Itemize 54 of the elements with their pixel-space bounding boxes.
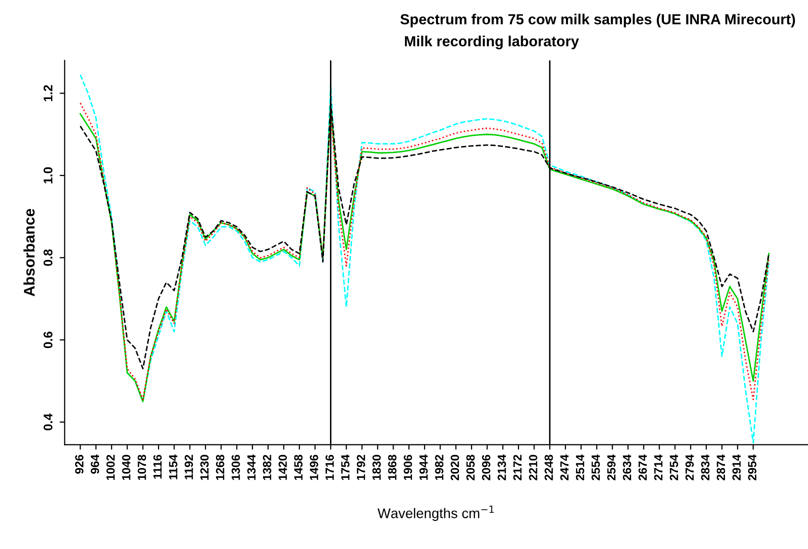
x-tick-label: 1420 [278, 454, 287, 480]
x-tick-label: 2674 [638, 454, 647, 480]
x-tick-label: 2834 [701, 454, 710, 480]
x-tick-label: 1496 [310, 454, 318, 480]
x-tick-label: 2554 [592, 454, 600, 480]
x-tick-label: 1116 [153, 454, 162, 479]
x-tick-label: 1868 [388, 454, 396, 480]
x-tick-label: 1078 [138, 454, 146, 480]
x-tick-label: 1458 [294, 454, 303, 480]
x-tick-label: 1306 [232, 454, 240, 480]
x-tick-label: 2874 [716, 454, 726, 480]
y-tick-label: 1.0 [44, 167, 52, 184]
x-tick-label: 2134 [498, 454, 506, 480]
x-tick-label: 2248 [544, 454, 553, 480]
x-tick-label: 2954 [748, 454, 756, 480]
y-tick-label: 0.6 [44, 332, 52, 348]
x-tick-label: 2634 [622, 454, 632, 480]
x-tick-label: 2914 [732, 454, 741, 480]
x-tick-label: 1754 [341, 454, 350, 480]
x-tick-label: 2794 [685, 454, 694, 480]
x-tick-label: 1944 [419, 454, 428, 480]
y-tick-label: 1.2 [44, 85, 52, 102]
x-tick-label: 926 [75, 454, 84, 474]
x-tick-label: 2594 [607, 454, 616, 480]
x-tick-label: 2754 [670, 454, 678, 480]
x-tick-label: 1906 [404, 454, 412, 480]
chart-title: Spectrum from 75 cow milk samples (UE INRA Mirecourt) [400, 14, 795, 28]
x-tick-label: 964 [90, 454, 100, 474]
x-tick-label: 2020 [450, 454, 460, 480]
x-tick-label: 2474 [560, 454, 568, 480]
y-tick-label: 0.4 [44, 413, 52, 430]
line-series [80, 74, 770, 444]
x-tick-label: 1344 [247, 454, 256, 480]
x-tick-label: 1230 [200, 454, 209, 480]
x-tick-label: 1192 [184, 454, 194, 480]
x-tick-label: 2058 [466, 454, 475, 480]
x-tick-label: 1830 [372, 454, 381, 480]
y-axis-title: Absorbance [23, 208, 35, 296]
x-tick-label: 1154 [169, 454, 178, 480]
x-tick-label: 1040 [122, 454, 130, 480]
x-axis-title: Wavelengths cm$^{−1}$ [378, 506, 494, 521]
x-tick-label: 1002 [106, 454, 115, 480]
x-tick-label: 1982 [435, 454, 444, 480]
x-tick-label: 2714 [654, 454, 662, 480]
x-tick-label: 2172 [513, 454, 522, 480]
x-tick-label: 2210 [528, 454, 538, 480]
x-tick-label: 1382 [262, 454, 272, 480]
x-tick-label: 2514 [576, 454, 584, 480]
x-tick-label: 1268 [216, 454, 224, 480]
y-tick-label: 0.8 [44, 249, 52, 266]
chart-subtitle: Milk recording laboratory [404, 36, 579, 50]
x-tick-label: 1792 [356, 454, 366, 480]
x-tick-label: 1716 [325, 454, 334, 480]
x-tick-label: 2096 [482, 454, 490, 480]
